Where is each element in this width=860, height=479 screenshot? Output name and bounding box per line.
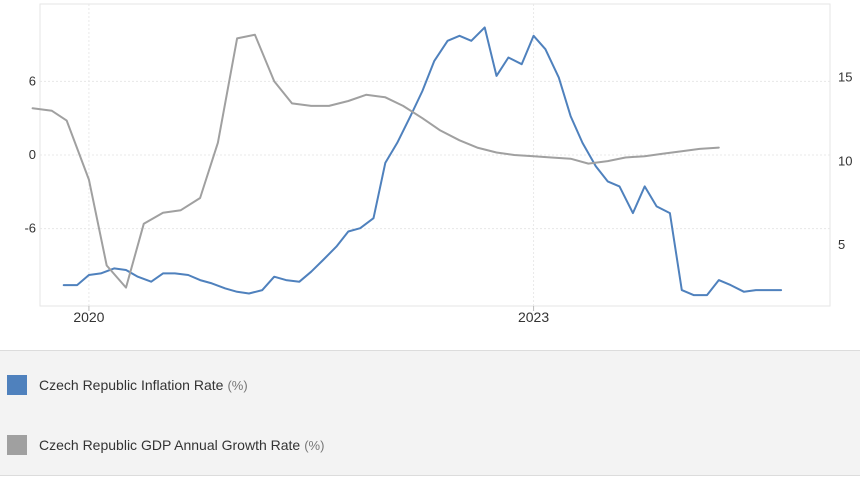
- chart-legend: Czech Republic Inflation Rate (%) Czech …: [0, 350, 860, 476]
- legend-swatch-inflation: [7, 375, 27, 395]
- y-right-tick-label: 5: [838, 237, 845, 252]
- legend-unit-gdp: (%): [304, 437, 325, 453]
- x-tick-label: 2023: [518, 309, 549, 325]
- axes: [39, 3, 831, 311]
- y-left-tick-label: 6: [29, 73, 36, 88]
- chart-area: 6 0 -6 15 10 5 2020 2023: [24, 3, 852, 325]
- legend-label-gdp: Czech Republic GDP Annual Growth Rate: [39, 437, 301, 453]
- legend-item-gdp[interactable]: Czech Republic GDP Annual Growth Rate (%…: [7, 434, 324, 456]
- series-line-gdp: [31, 33, 720, 289]
- y-right-tick-label: 15: [838, 70, 852, 85]
- y-right-tick-label: 10: [838, 153, 852, 168]
- x-tick-label: 2020: [73, 309, 104, 325]
- y-left-tick-label: 0: [29, 147, 36, 162]
- legend-item-inflation[interactable]: Czech Republic Inflation Rate (%): [7, 374, 248, 396]
- grid-lines: [40, 4, 830, 306]
- series-line-inflation: [62, 26, 783, 297]
- legend-unit-inflation: (%): [227, 377, 248, 393]
- plot-frame: [39, 3, 831, 307]
- legend-label-inflation: Czech Republic Inflation Rate: [39, 377, 224, 393]
- line-chart: 6 0 -6 15 10 5 2020 2023: [24, 3, 852, 325]
- series-lines: [31, 26, 783, 297]
- tick-labels: 6 0 -6 15 10 5 2020 2023: [24, 70, 852, 325]
- y-left-tick-label: -6: [24, 221, 36, 236]
- legend-swatch-gdp: [7, 435, 27, 455]
